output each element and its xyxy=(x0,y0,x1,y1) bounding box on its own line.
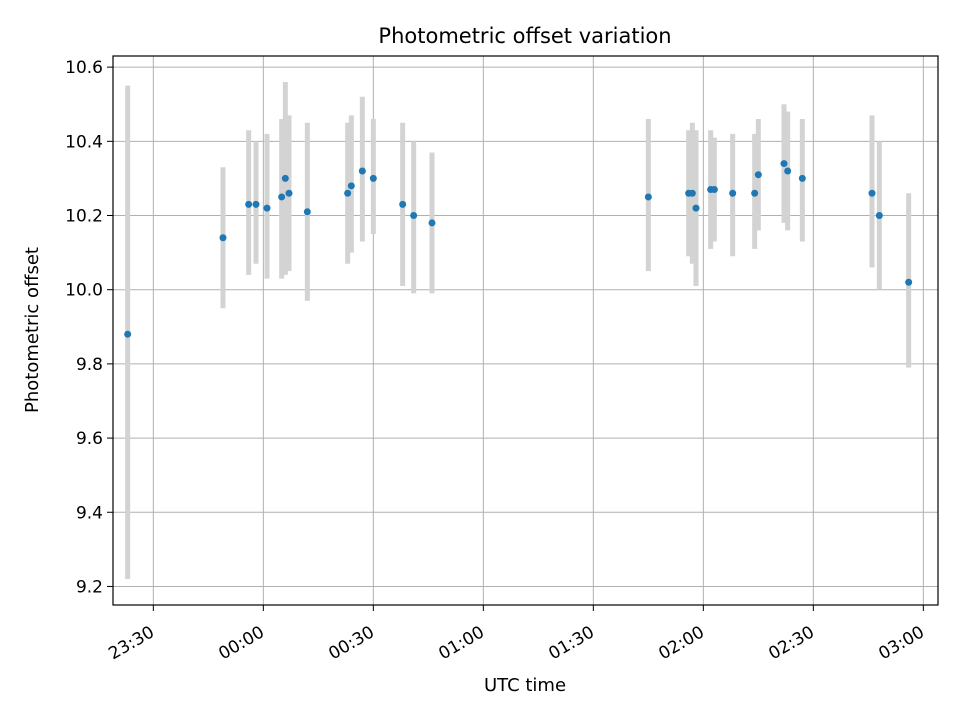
data-point xyxy=(263,204,271,212)
data-point xyxy=(369,174,377,182)
data-points xyxy=(124,160,913,338)
data-point xyxy=(219,234,227,242)
y-tick-label: 10.2 xyxy=(65,207,103,227)
y-tick-label: 10.6 xyxy=(65,58,103,78)
y-tick-label: 10.4 xyxy=(65,132,103,152)
data-point xyxy=(751,189,759,197)
data-point xyxy=(692,204,700,212)
data-point xyxy=(399,200,407,208)
data-point xyxy=(875,212,883,220)
data-point xyxy=(347,182,355,190)
data-point xyxy=(729,189,737,197)
data-point xyxy=(868,189,876,197)
y-tick-label: 9.6 xyxy=(76,429,103,449)
y-axis: 9.2 9.4 9.6 9.8 10.0 10.2 10.4 10.6 xyxy=(65,58,113,597)
y-tick-label: 9.8 xyxy=(76,355,103,375)
x-axis-label: UTC time xyxy=(484,675,566,696)
data-point xyxy=(124,330,132,338)
data-point xyxy=(303,208,311,216)
y-axis-label: Photometric offset xyxy=(22,247,43,413)
data-point xyxy=(754,171,762,179)
y-tick-label: 9.4 xyxy=(76,503,103,523)
y-tick-label: 9.2 xyxy=(76,577,103,597)
data-point xyxy=(278,193,286,201)
data-point xyxy=(285,189,293,197)
chart-title: Photometric offset variation xyxy=(378,24,671,48)
data-point xyxy=(688,189,696,197)
data-point xyxy=(905,278,913,286)
plot-area xyxy=(113,56,938,605)
data-point xyxy=(798,174,806,182)
data-point xyxy=(252,200,260,208)
data-point xyxy=(644,193,652,201)
data-point xyxy=(358,167,366,175)
y-tick-label: 10.0 xyxy=(65,281,103,301)
data-point xyxy=(780,160,788,168)
data-point xyxy=(710,186,718,194)
plot-frame xyxy=(112,55,939,606)
data-point xyxy=(281,174,289,182)
data-point xyxy=(245,200,253,208)
data-point xyxy=(344,189,352,197)
data-point xyxy=(428,219,436,227)
data-point xyxy=(784,167,792,175)
data-point xyxy=(410,212,418,220)
